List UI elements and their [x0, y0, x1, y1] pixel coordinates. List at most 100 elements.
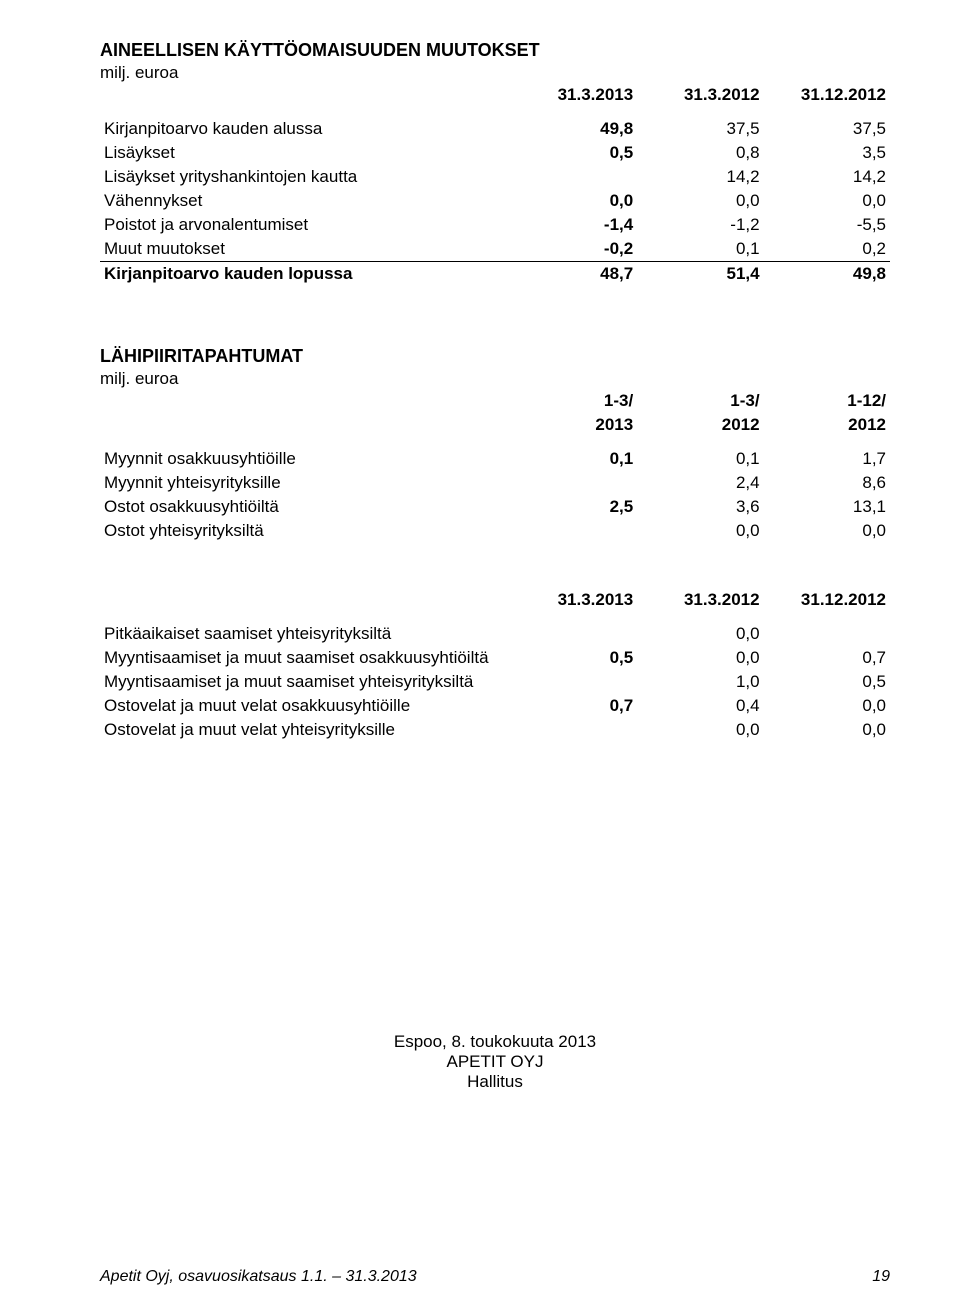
row-label: Myyntisaamiset ja muut saamiset osakkuus… [100, 646, 511, 670]
cell: 0,0 [637, 718, 763, 742]
cell: 0,0 [637, 646, 763, 670]
cell [511, 718, 637, 742]
signoff-company: APETIT OYJ [100, 1052, 890, 1072]
col-header: 31.12.2012 [764, 588, 890, 612]
cell: 49,8 [764, 262, 890, 287]
col-header: 31.3.2012 [637, 83, 763, 107]
cell: -1,4 [511, 213, 637, 237]
cell: 0,1 [511, 447, 637, 471]
table-row: Pitkäaikaiset saamiset yhteisyrityksiltä… [100, 622, 890, 646]
cell: 14,2 [764, 165, 890, 189]
row-label: Vähennykset [100, 189, 511, 213]
table-row: Myynnit osakkuusyhtiöille 0,1 0,1 1,7 [100, 447, 890, 471]
cell: 0,0 [637, 622, 763, 646]
cell: 48,7 [511, 262, 637, 287]
cell: 2,5 [511, 495, 637, 519]
cell: 0,0 [764, 694, 890, 718]
table-row: Ostovelat ja muut velat osakkuusyhtiöill… [100, 694, 890, 718]
table-row: Poistot ja arvonalentumiset -1,4 -1,2 -5… [100, 213, 890, 237]
section2-title: LÄHIPIIRITAPAHTUMAT [100, 346, 890, 367]
table-row: Myyntisaamiset ja muut saamiset osakkuus… [100, 646, 890, 670]
page-footer: Apetit Oyj, osavuosikatsaus 1.1. – 31.3.… [100, 1268, 890, 1286]
cell: 37,5 [637, 117, 763, 141]
cell: 0,0 [637, 189, 763, 213]
cell [764, 622, 890, 646]
cell: 0,5 [511, 141, 637, 165]
table-row: Muut muutokset -0,2 0,1 0,2 [100, 237, 890, 262]
cell: 0,1 [637, 237, 763, 262]
cell: -5,5 [764, 213, 890, 237]
cell [511, 670, 637, 694]
signoff-board: Hallitus [100, 1072, 890, 1092]
signoff-block: Espoo, 8. toukokuuta 2013 APETIT OYJ Hal… [100, 1032, 890, 1092]
row-label: Kirjanpitoarvo kauden lopussa [100, 262, 511, 287]
col-header: 31.3.2012 [637, 588, 763, 612]
table-row: Myyntisaamiset ja muut saamiset yhteisyr… [100, 670, 890, 694]
cell: 0,0 [637, 519, 763, 543]
cell: 0,0 [764, 519, 890, 543]
cell: 0,4 [637, 694, 763, 718]
cell: 0,0 [764, 189, 890, 213]
cell: 0,7 [764, 646, 890, 670]
row-label: Myyntisaamiset ja muut saamiset yhteisyr… [100, 670, 511, 694]
table-assets: 31.3.2013 31.3.2012 31.12.2012 Kirjanpit… [100, 83, 890, 286]
col-header: 1-12/ [764, 389, 890, 413]
cell: 51,4 [637, 262, 763, 287]
table-header-row: 31.3.2013 31.3.2012 31.12.2012 [100, 83, 890, 107]
cell: 3,5 [764, 141, 890, 165]
cell: 14,2 [637, 165, 763, 189]
cell: 0,7 [511, 694, 637, 718]
cell: 37,5 [764, 117, 890, 141]
col-header: 31.12.2012 [764, 83, 890, 107]
table-total-row: Kirjanpitoarvo kauden lopussa 48,7 51,4 … [100, 262, 890, 287]
section2-subtitle: milj. euroa [100, 369, 890, 389]
table-row: Ostot osakkuusyhtiöiltä 2,5 3,6 13,1 [100, 495, 890, 519]
row-label: Ostovelat ja muut velat osakkuusyhtiöill… [100, 694, 511, 718]
col-header: 1-3/ [511, 389, 637, 413]
cell: 1,0 [637, 670, 763, 694]
cell: 3,6 [637, 495, 763, 519]
row-label: Myynnit yhteisyrityksille [100, 471, 511, 495]
cell: 49,8 [511, 117, 637, 141]
row-label: Kirjanpitoarvo kauden alussa [100, 117, 511, 141]
col-header: 1-3/ [637, 389, 763, 413]
cell: 0,0 [511, 189, 637, 213]
table-row: Lisäykset yrityshankintojen kautta 14,2 … [100, 165, 890, 189]
table-related-party: 1-3/ 1-3/ 1-12/ 2013 2012 2012 Myynnit o… [100, 389, 890, 543]
footer-left: Apetit Oyj, osavuosikatsaus 1.1. – 31.3.… [100, 1268, 417, 1286]
cell: 0,8 [637, 141, 763, 165]
table-header-row: 2013 2012 2012 [100, 413, 890, 437]
table-row: Ostovelat ja muut velat yhteisyrityksill… [100, 718, 890, 742]
cell: 1,7 [764, 447, 890, 471]
row-label: Lisäykset yrityshankintojen kautta [100, 165, 511, 189]
cell [511, 471, 637, 495]
table-header-row: 31.3.2013 31.3.2012 31.12.2012 [100, 588, 890, 612]
cell: 8,6 [764, 471, 890, 495]
row-label: Myynnit osakkuusyhtiöille [100, 447, 511, 471]
signoff-date: Espoo, 8. toukokuuta 2013 [100, 1032, 890, 1052]
cell [511, 622, 637, 646]
cell: 13,1 [764, 495, 890, 519]
table-row: Myynnit yhteisyrityksille 2,4 8,6 [100, 471, 890, 495]
section1-subtitle: milj. euroa [100, 63, 890, 83]
cell [511, 165, 637, 189]
table-row: Kirjanpitoarvo kauden alussa 49,8 37,5 3… [100, 117, 890, 141]
cell: -0,2 [511, 237, 637, 262]
row-label: Muut muutokset [100, 237, 511, 262]
row-label: Ostot osakkuusyhtiöiltä [100, 495, 511, 519]
col-header: 2013 [511, 413, 637, 437]
cell: 0,2 [764, 237, 890, 262]
row-label: Poistot ja arvonalentumiset [100, 213, 511, 237]
col-header: 2012 [637, 413, 763, 437]
cell: 0,5 [764, 670, 890, 694]
col-header: 2012 [764, 413, 890, 437]
table-row: Ostot yhteisyrityksiltä 0,0 0,0 [100, 519, 890, 543]
col-header: 31.3.2013 [511, 588, 637, 612]
cell [511, 519, 637, 543]
table-header-row: 1-3/ 1-3/ 1-12/ [100, 389, 890, 413]
col-header: 31.3.2013 [511, 83, 637, 107]
cell: 2,4 [637, 471, 763, 495]
cell: 0,5 [511, 646, 637, 670]
row-label: Pitkäaikaiset saamiset yhteisyrityksiltä [100, 622, 511, 646]
row-label: Ostovelat ja muut velat yhteisyrityksill… [100, 718, 511, 742]
